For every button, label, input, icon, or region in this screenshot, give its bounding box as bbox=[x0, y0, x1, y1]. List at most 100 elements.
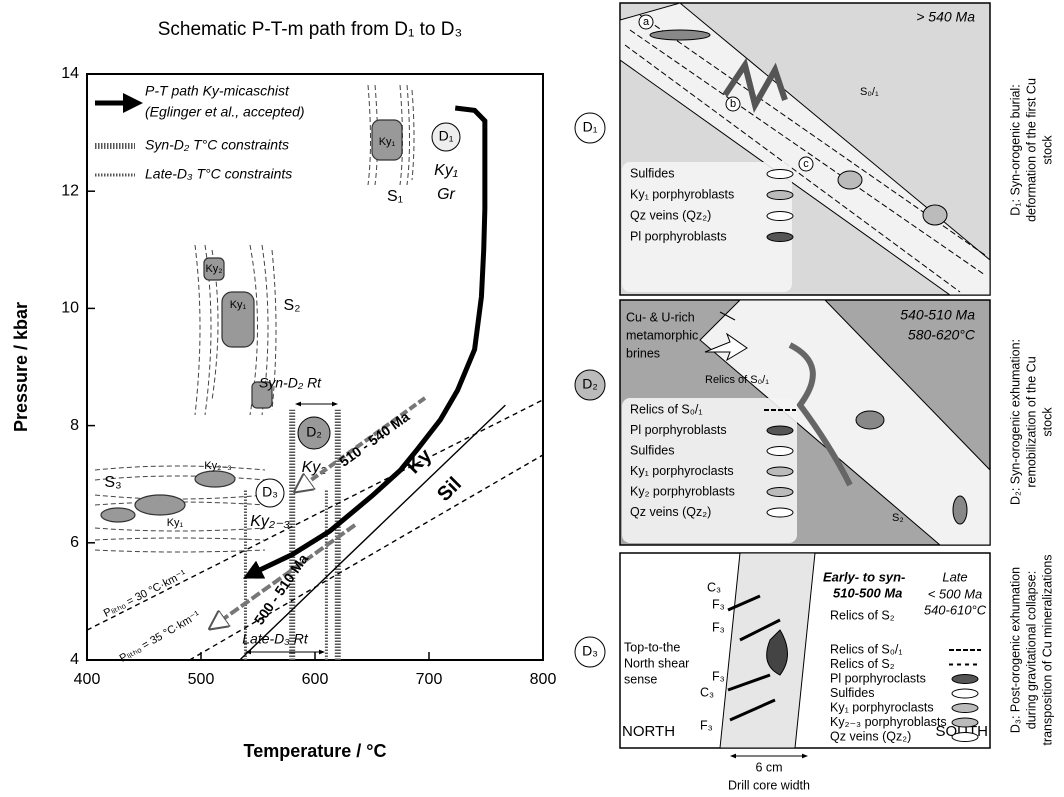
legend-label: Ky₁ porphyroblasts bbox=[630, 187, 734, 201]
panel-width-label: Drill core width bbox=[728, 778, 810, 792]
legend-label: Late-D₃ T°C constraints bbox=[145, 166, 292, 182]
panel-temp: 540-610°C bbox=[924, 602, 987, 617]
panel-north: NORTH bbox=[622, 723, 675, 740]
reference-line bbox=[190, 455, 543, 660]
legend: P-T path Ky-micaschist (Eglinger et al.,… bbox=[95, 83, 305, 182]
x-tick-label: 700 bbox=[416, 671, 443, 688]
annotation: Sil bbox=[433, 473, 466, 506]
annotation: S₁ bbox=[387, 188, 403, 205]
y-tick-label: 6 bbox=[70, 534, 79, 551]
panel-label: b bbox=[730, 98, 736, 110]
panel-label: S₀/₁ bbox=[860, 86, 879, 98]
panel-shear: sense bbox=[624, 672, 657, 686]
legend-label: Ky₂ porphyroblasts bbox=[630, 484, 735, 498]
annotation: Ky₁ bbox=[379, 136, 396, 148]
y-tick-label: 4 bbox=[70, 651, 79, 668]
annotation: Ky₂ bbox=[205, 263, 222, 275]
panel-age: 540-510 Ma bbox=[900, 307, 975, 323]
legend-label: Qz veins (Qz₂) bbox=[630, 208, 711, 222]
y-axis-label: Pressure / kbar bbox=[11, 302, 31, 432]
legend-swatch bbox=[767, 191, 793, 200]
legend-swatch bbox=[952, 689, 978, 698]
annotation: 510 - 540 Ma bbox=[336, 408, 412, 470]
legend-label: Relics of S₀/₁ bbox=[830, 642, 903, 656]
legend-label: Qz veins (Qz₂) bbox=[830, 729, 911, 743]
panel-age: Early- to syn- bbox=[823, 569, 905, 584]
stages: D₁ D₂ D₃ bbox=[575, 113, 605, 667]
panel-shear: North shear bbox=[624, 656, 689, 670]
panel-shear: Top-to-the bbox=[624, 640, 680, 654]
legend-label: Pl porphyroclasts bbox=[830, 671, 926, 685]
panel-label: S₂ bbox=[892, 512, 904, 524]
panel-caption: stock bbox=[1040, 407, 1054, 437]
legend-swatch bbox=[767, 447, 793, 456]
panel-label: Relics of S₂ bbox=[830, 608, 895, 622]
figure: Schematic P-T-m path from D₁ to D₃ Tempe… bbox=[0, 0, 1064, 797]
legend-label: Pl porphyroblasts bbox=[630, 423, 727, 437]
panel-age: < 500 Ma bbox=[928, 586, 983, 601]
panel-age: 510-500 Ma bbox=[833, 585, 902, 600]
annotation: Ky₁ bbox=[434, 162, 458, 179]
panel-label: F₃ bbox=[700, 718, 713, 732]
panel-caption: D₁: Syn-orogenic burial: bbox=[1008, 84, 1022, 215]
legend-swatch bbox=[767, 467, 793, 476]
legend-label: Sulfides bbox=[630, 443, 674, 457]
panel-label: Relics of S₀/₁ bbox=[705, 374, 769, 386]
panel-width: 6 cm bbox=[755, 760, 782, 774]
legend-swatch bbox=[767, 212, 793, 221]
annotation: Ky bbox=[403, 444, 437, 478]
panel-label: F₃ bbox=[712, 620, 725, 634]
legend-swatch bbox=[952, 718, 978, 727]
panel-label: C₃ bbox=[707, 580, 721, 594]
panel-d2: 540-510 Ma 580-620°C Cu- & U-rich metamo… bbox=[620, 300, 1054, 545]
panel-caption: D₃: Post-orogenic exhumation bbox=[1008, 567, 1022, 733]
legend-swatch bbox=[952, 704, 978, 713]
panel-temp: 580-620°C bbox=[908, 327, 976, 343]
legend-swatch bbox=[952, 675, 978, 684]
chart-title: Schematic P-T-m path from D₁ to D₃ bbox=[158, 19, 463, 40]
annotation: Ky₂₋₃ bbox=[250, 513, 290, 530]
annotation: Gr bbox=[437, 186, 455, 203]
panel-label: a bbox=[643, 16, 650, 28]
annotation: Ky₁ bbox=[230, 299, 247, 311]
legend-swatch bbox=[767, 508, 793, 517]
annotation: Late-D₃ Rt bbox=[242, 631, 309, 647]
annotation: Ky₁ bbox=[167, 517, 184, 529]
legend-label: Relics of S₀/₁ bbox=[630, 402, 703, 416]
panel-age: > 540 Ma bbox=[916, 9, 975, 25]
panel-caption: remobilization of the Cu bbox=[1024, 356, 1038, 487]
y-tick-label: 8 bbox=[70, 417, 79, 434]
legend-swatch bbox=[767, 488, 793, 497]
annotation: Syn-D₂ Rt bbox=[259, 375, 322, 391]
x-tick-label: 600 bbox=[302, 671, 329, 688]
x-tick-label: 400 bbox=[74, 671, 101, 688]
x-tick-label: 800 bbox=[530, 671, 557, 688]
legend-label: Qz veins (Qz₂) bbox=[630, 505, 711, 519]
legend-label: Sulfides bbox=[830, 686, 874, 700]
x-axis-label: Temperature / °C bbox=[244, 741, 387, 761]
x-tick-label: 500 bbox=[188, 671, 215, 688]
panel-label: F₃ bbox=[712, 669, 725, 683]
legend-swatch bbox=[767, 170, 793, 179]
annotation: D₂ bbox=[306, 424, 322, 440]
annotations: D₁ Ky₁ Gr S₁ Ky₁ S₂ Ky₂ Ky₁ Syn-D₂ Rt D₂… bbox=[102, 123, 466, 665]
panel-age: Late bbox=[942, 569, 967, 584]
legend-swatch bbox=[952, 733, 978, 742]
annotation: D₃ bbox=[262, 484, 278, 500]
legend-label: Relics of S₂ bbox=[830, 657, 895, 671]
geotherm-label: Pₗᵢₜₕₒ = 35 °C·km⁻¹ bbox=[118, 609, 203, 665]
panel-d3: Early- to syn- 510-500 Ma Late < 500 Ma … bbox=[620, 553, 1054, 792]
annotation: D₁ bbox=[439, 128, 454, 144]
panel-caption: D₂: Syn-orogenic exhumation: bbox=[1008, 339, 1022, 505]
legend-label: Pl porphyroblasts bbox=[630, 229, 727, 243]
panel-caption: during gravitational collapse: bbox=[1024, 571, 1038, 729]
annotation: Ky₂₋₃ bbox=[204, 460, 231, 472]
legend-label: P-T path Ky-micaschist bbox=[145, 83, 290, 99]
panel-caption: stock bbox=[1040, 135, 1054, 165]
legend-label: Syn-D₂ T°C constraints bbox=[145, 137, 289, 153]
stage-label: D₂ bbox=[582, 376, 598, 392]
panel-fluid: metamorphic bbox=[626, 328, 698, 342]
geotherm-label: Pₗᵢₜₕₒ = 30 °C·km⁻¹ bbox=[102, 568, 189, 620]
y-tick-label: 10 bbox=[61, 300, 79, 317]
